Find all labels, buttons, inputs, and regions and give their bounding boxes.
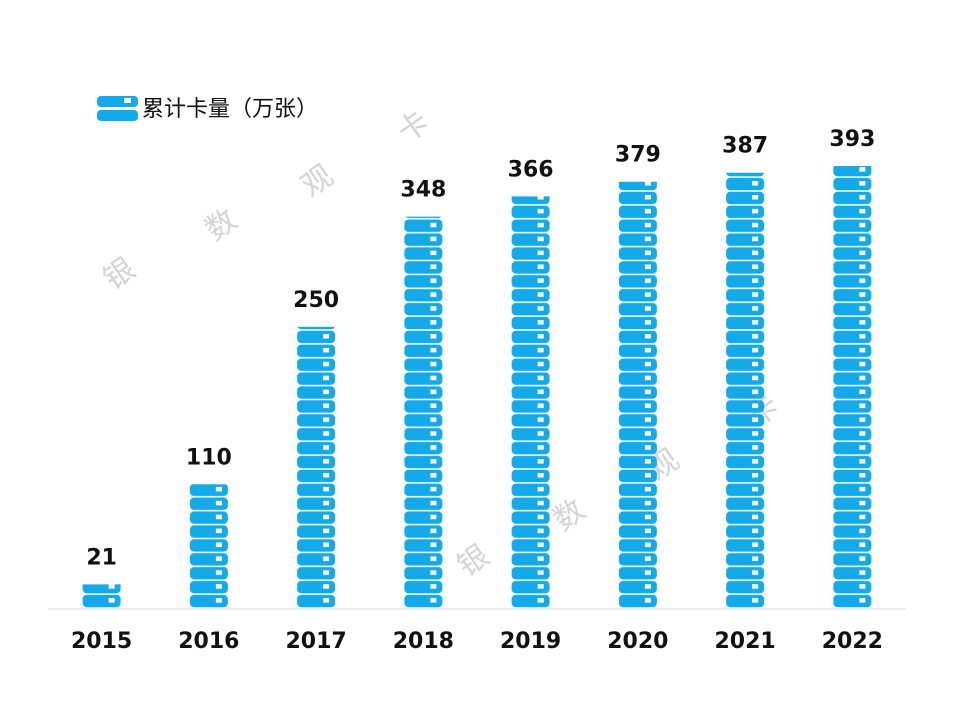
x-tick-label: 2016 <box>178 629 239 654</box>
watermark: 数 <box>199 202 244 248</box>
bar <box>404 216 443 608</box>
bar <box>511 196 550 609</box>
x-tick-label: 2022 <box>822 629 883 654</box>
bar <box>297 326 336 608</box>
bar <box>82 584 121 608</box>
value-label: 379 <box>615 143 661 168</box>
x-tick-label: 2021 <box>715 629 776 654</box>
legend-icon <box>124 98 131 103</box>
watermark: 数 <box>547 492 592 538</box>
watermark: 卡 <box>391 104 436 150</box>
x-tick-label: 2020 <box>607 629 668 654</box>
watermark: 观 <box>295 158 340 204</box>
x-tick-label: 2017 <box>286 629 347 654</box>
value-label: 250 <box>293 288 339 313</box>
x-tick-label: 2019 <box>500 629 561 654</box>
legend-label: 累计卡量（万张） <box>142 97 318 122</box>
legend: 累计卡量（万张） <box>97 96 318 122</box>
x-tick-label: 2015 <box>71 629 132 654</box>
value-label: 110 <box>186 445 232 470</box>
value-label: 348 <box>400 178 446 203</box>
watermark: 银 <box>97 251 142 297</box>
bar <box>726 172 765 608</box>
value-label: 21 <box>86 545 117 570</box>
value-label: 366 <box>508 157 554 182</box>
bar <box>189 484 228 608</box>
value-label: 387 <box>722 134 768 159</box>
legend-icon <box>97 96 138 107</box>
bar <box>618 181 657 608</box>
value-label: 393 <box>829 127 875 152</box>
legend-icon <box>97 110 138 121</box>
x-tick-label: 2018 <box>393 629 454 654</box>
bar <box>833 166 872 608</box>
watermark: 银 <box>451 538 496 584</box>
